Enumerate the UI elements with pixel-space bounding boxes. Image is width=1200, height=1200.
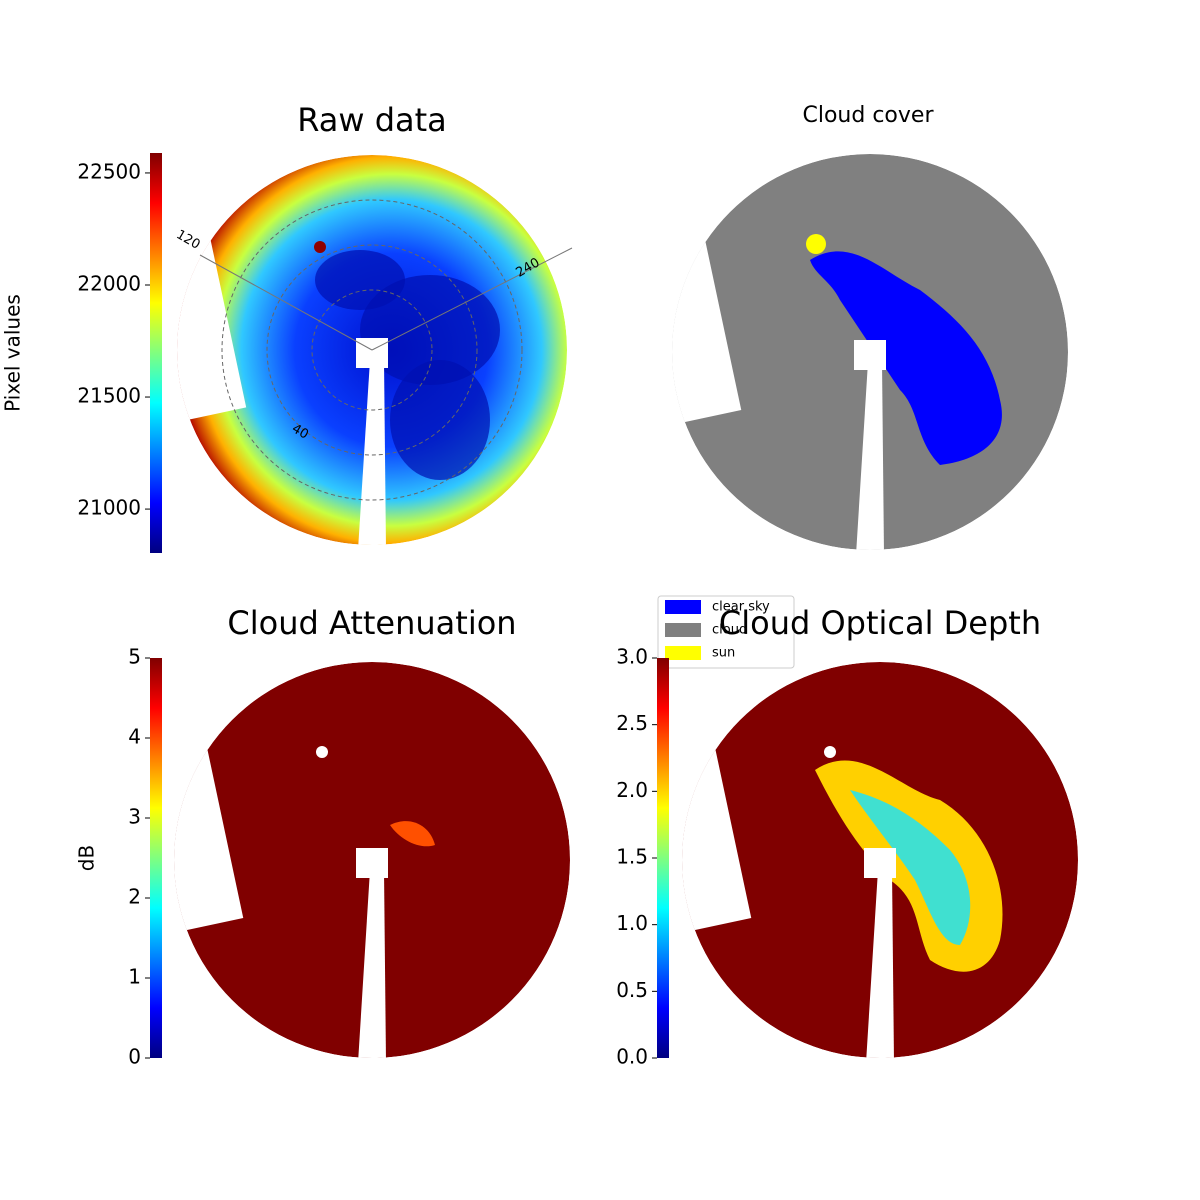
sky-image xyxy=(682,662,1078,1058)
colorbar-tick-label: 3 xyxy=(128,805,141,829)
colorbar-tick-label: 1.5 xyxy=(616,845,648,869)
polar-ring xyxy=(266,244,478,456)
polar-ring xyxy=(311,289,433,411)
legend-label: sun xyxy=(712,646,735,661)
colorbar-label: dB xyxy=(75,845,99,871)
colorbar-tick-label: 4 xyxy=(128,725,141,749)
polar-spoke xyxy=(199,254,373,351)
image-body xyxy=(174,662,570,1058)
panel-title: Cloud Attenuation xyxy=(227,604,516,642)
colorbar-tick-label: 2.5 xyxy=(616,711,648,735)
sky-image xyxy=(174,662,570,1058)
sun-mask xyxy=(824,746,836,758)
colorbar-tick-label: 2 xyxy=(128,885,141,909)
image-body xyxy=(682,662,1078,1058)
dark-region xyxy=(390,360,490,480)
colorbar-tick-label: 22500 xyxy=(77,159,141,183)
legend-label: clear sky xyxy=(712,600,770,615)
polar-spoke xyxy=(371,247,573,351)
image-body xyxy=(177,155,567,545)
camera-mount xyxy=(854,340,886,370)
colorbar-tick-label: 1 xyxy=(128,965,141,989)
sky-image xyxy=(672,154,1068,550)
mount-shadow xyxy=(358,870,386,1058)
sky-image xyxy=(177,155,573,545)
mount-shadow xyxy=(866,870,894,1058)
camera-mount xyxy=(356,338,388,368)
colorbar-tick-label: 3.0 xyxy=(616,645,648,669)
colorbar-tick-label: 0.5 xyxy=(616,978,648,1002)
attenuation-patch xyxy=(390,821,435,847)
panel-title: Cloud cover xyxy=(803,103,935,128)
image-body xyxy=(672,154,1068,550)
legend-swatch xyxy=(665,646,701,660)
sun-mask xyxy=(316,746,328,758)
polar-label: 120 xyxy=(173,227,202,252)
camera-mount xyxy=(356,848,388,878)
camera-mount xyxy=(864,848,896,878)
colorbar-tick-label: 0 xyxy=(128,1045,141,1069)
left-cutout xyxy=(177,187,247,422)
polar-ring xyxy=(221,199,523,501)
colorbar-label: Pixel values xyxy=(1,294,25,412)
panel-title: Raw data xyxy=(297,101,447,139)
legend-label: cloud xyxy=(712,623,747,638)
left-cutout xyxy=(682,695,752,933)
polar-label: 40 xyxy=(289,421,311,442)
colorbar-tick-label: 21500 xyxy=(77,384,141,408)
legend-swatch xyxy=(665,600,701,614)
left-cutout xyxy=(174,695,244,933)
colorbar-tick-label: 21000 xyxy=(77,496,141,520)
colorbar-tick-label: 5 xyxy=(128,645,141,669)
colorbar xyxy=(657,658,669,1058)
left-cutout xyxy=(672,187,742,425)
dark-region xyxy=(315,250,405,310)
colorbar-tick-label: 0.0 xyxy=(616,1045,648,1069)
colorbar xyxy=(150,153,162,553)
sun xyxy=(806,234,826,254)
clear-sky xyxy=(810,251,1002,465)
colorbar-tick-label: 22000 xyxy=(77,271,141,295)
legend-swatch xyxy=(665,623,701,637)
sun xyxy=(314,241,326,253)
mount-shadow xyxy=(856,362,884,550)
colorbar xyxy=(150,658,162,1058)
colorbar-tick-label: 1.0 xyxy=(616,911,648,935)
colorbar-tick-label: 2.0 xyxy=(616,778,648,802)
optical-depth-inner xyxy=(850,790,971,945)
panel-title: Cloud Optical Depth xyxy=(719,604,1041,642)
